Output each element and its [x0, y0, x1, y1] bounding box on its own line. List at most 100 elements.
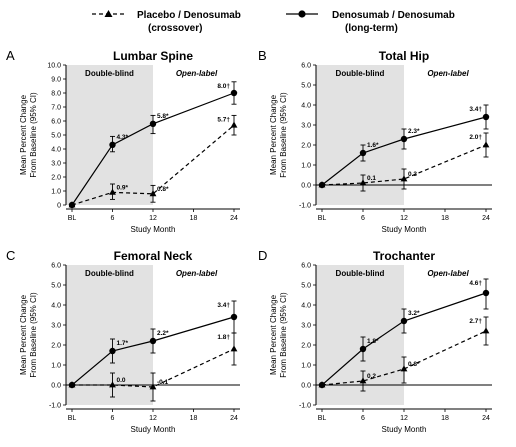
y-tick-label: -1.0 — [299, 403, 311, 410]
data-point-triangle — [482, 141, 490, 148]
data-point-triangle — [149, 190, 157, 197]
data-point-circle — [230, 89, 238, 97]
data-point-circle — [400, 135, 408, 143]
x-tick-label: 24 — [482, 215, 490, 222]
panel-letter: C — [6, 248, 15, 263]
y-tick-label: 3.0 — [301, 123, 311, 130]
data-label: 5.7† — [217, 116, 230, 123]
x-tick-label: 18 — [441, 415, 449, 422]
panel-title: Total Hip — [379, 49, 429, 63]
data-label: 0.1 — [367, 175, 376, 182]
data-label: 1.8† — [217, 334, 230, 341]
region-label-double-blind: Double-blind — [336, 69, 385, 78]
data-point-triangle — [359, 179, 367, 186]
y-tick-label: 6.0 — [51, 263, 61, 270]
data-point-triangle — [359, 377, 367, 384]
panel-title: Trochanter — [373, 249, 435, 263]
data-point-circle — [68, 381, 76, 389]
y-tick-label: 5.0 — [51, 133, 61, 140]
y-axis-label-line2: From Baseline (95% CI) — [29, 92, 38, 178]
region-label-double-blind: Double-blind — [85, 269, 134, 278]
data-point-circle — [68, 201, 76, 209]
panel-letter: B — [258, 48, 267, 63]
y-tick-label: 8.0 — [51, 91, 61, 98]
y-tick-label: 4.0 — [51, 303, 61, 310]
region-label-double-blind: Double-blind — [85, 69, 134, 78]
y-axis-label-line1: Mean Percent Change — [269, 94, 278, 175]
legend-triangle-marker — [104, 10, 113, 17]
legend-circle-marker — [298, 10, 306, 18]
x-tick-label: 12 — [149, 415, 157, 422]
panel-letter: D — [258, 248, 267, 263]
data-point-triangle — [400, 175, 408, 182]
series-line-placebo-denosumab — [321, 144, 487, 186]
y-tick-label: -1.0 — [299, 203, 311, 210]
x-tick-label: 18 — [190, 215, 198, 222]
x-axis-label: Study Month — [131, 425, 176, 434]
y-tick-label: 2.0 — [301, 143, 311, 150]
data-point-circle — [482, 289, 490, 297]
series-line-denosumab-denosumab — [321, 116, 487, 186]
y-tick-label: 0.0 — [301, 383, 311, 390]
panel-title: Femoral Neck — [114, 249, 193, 263]
data-point-circle — [149, 120, 157, 128]
data-point-circle — [359, 345, 367, 353]
double-blind-region — [316, 65, 404, 205]
data-label: 2.7† — [469, 318, 482, 325]
y-axis-label-line2: From Baseline (95% CI) — [29, 292, 38, 378]
panel-title: Lumbar Spine — [113, 49, 193, 63]
data-label: 2.2* — [157, 330, 169, 337]
data-point-triangle — [318, 381, 326, 388]
series-line-placebo-denosumab — [321, 330, 487, 386]
data-label: 1.6* — [367, 142, 379, 149]
series-line-placebo-denosumab — [72, 348, 235, 388]
y-tick-label: 7.0 — [51, 105, 61, 112]
data-label: 1.7* — [117, 340, 129, 347]
legend-sublabel-crossover: (crossover) — [148, 23, 202, 34]
x-tick-label: BL — [318, 415, 327, 422]
data-point-circle — [109, 347, 116, 355]
y-tick-label: 6.0 — [301, 63, 311, 70]
x-tick-label: 6 — [361, 215, 365, 222]
data-point-triangle — [68, 201, 76, 208]
y-tick-label: 2.0 — [51, 175, 61, 182]
x-tick-label: 12 — [400, 215, 408, 222]
double-blind-region — [66, 65, 153, 205]
x-axis-label: Study Month — [131, 225, 176, 234]
y-tick-label: 0.0 — [51, 383, 61, 390]
y-tick-label: 6.0 — [301, 263, 311, 270]
data-point-circle — [149, 337, 157, 345]
chart-panel-d: D Trochanter Double-blind Open-label -1.0 0.0… — [258, 248, 492, 434]
data-label: 1.8* — [367, 338, 379, 345]
series-line-denosumab-denosumab — [71, 92, 235, 206]
x-tick-label: 6 — [361, 415, 365, 422]
double-blind-region — [316, 265, 404, 405]
y-tick-label: 4.0 — [51, 147, 61, 154]
legend-sublabel-long-term: (long-term) — [345, 23, 398, 34]
x-tick-label: 6 — [111, 415, 115, 422]
data-label: -0.1 — [157, 379, 169, 386]
x-tick-label: 12 — [400, 415, 408, 422]
chart-panel-c: C Femoral Neck Double-blind Open-label -1.0 0… — [6, 248, 240, 434]
y-tick-label: 4.0 — [301, 103, 311, 110]
data-point-triangle — [230, 345, 238, 352]
data-label: 4.3* — [117, 134, 129, 141]
region-label-double-blind: Double-blind — [336, 269, 385, 278]
data-point-triangle — [230, 121, 238, 128]
x-tick-label: 24 — [230, 215, 238, 222]
x-tick-label: BL — [68, 415, 77, 422]
data-label: 2.3* — [408, 128, 420, 135]
data-point-circle — [318, 181, 326, 189]
x-tick-label: BL — [68, 215, 77, 222]
data-point-triangle — [149, 383, 157, 390]
y-tick-label: 2.0 — [301, 343, 311, 350]
x-tick-label: 24 — [230, 415, 238, 422]
y-axis-label-line1: Mean Percent Change — [269, 294, 278, 375]
x-tick-label: 24 — [482, 415, 490, 422]
y-tick-label: 3.0 — [51, 161, 61, 168]
data-point-circle — [400, 317, 408, 325]
data-label: 3.2* — [408, 310, 420, 317]
chart-panel-b: B Total Hip Double-blind Open-label -1.0 0.0 1… — [258, 48, 492, 234]
x-tick-label: 12 — [149, 215, 157, 222]
